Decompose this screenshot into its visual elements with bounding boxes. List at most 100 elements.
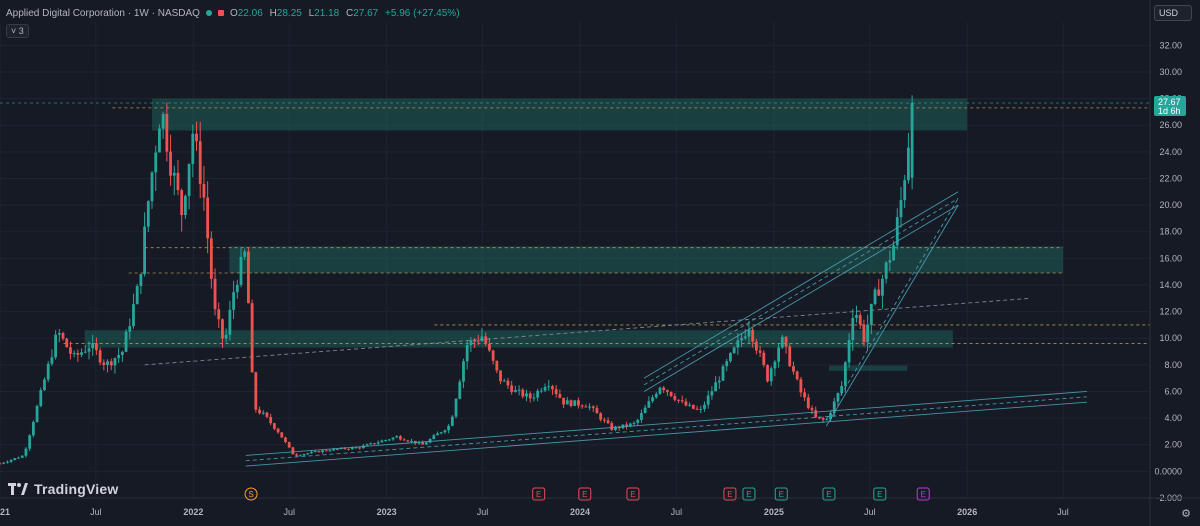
tradingview-logo-icon — [8, 483, 28, 495]
candle-body — [869, 304, 873, 325]
candle-body — [910, 102, 914, 178]
ohlc-values: O22.06 H28.25 L21.18 C27.67 +5.96 (+27.4… — [230, 8, 464, 19]
candle-body — [480, 336, 484, 341]
earnings-event-icon — [723, 487, 737, 501]
candle-body — [714, 382, 717, 392]
last-price-tag-bg — [1154, 95, 1186, 116]
candle-body — [751, 329, 755, 342]
settings-gear-icon[interactable]: ⚙ — [1181, 508, 1191, 520]
open-label: O — [229, 7, 238, 19]
candle-body — [20, 455, 24, 458]
candle-body — [176, 172, 180, 191]
candle-body — [547, 386, 551, 388]
zone-rect — [84, 330, 953, 348]
candle-body — [806, 397, 810, 409]
candle-body — [658, 387, 662, 394]
candle-body — [35, 405, 39, 422]
candle-body — [206, 197, 210, 239]
candle-body — [365, 444, 369, 446]
candle-body — [117, 355, 121, 359]
earnings-event-icon — [626, 487, 640, 501]
time-tick-label: 2023 — [377, 507, 397, 517]
candle-body — [124, 331, 128, 352]
candle-body — [840, 385, 844, 394]
candle-body — [287, 441, 291, 448]
candle-body — [895, 217, 899, 246]
price-tick-label: 24.00 — [1159, 147, 1182, 157]
candle-body — [795, 371, 799, 380]
candle-body — [621, 424, 625, 429]
candle-body — [651, 397, 654, 402]
candle-body — [862, 324, 866, 343]
candle-body — [169, 151, 172, 176]
candle-body — [343, 447, 347, 449]
candle-body — [436, 433, 439, 436]
symbol-header: Applied Digital Corporation · 1W · NASDA… — [6, 6, 464, 20]
candle-body — [595, 408, 599, 414]
time-tick-label: Jul — [864, 507, 876, 517]
candle-body — [61, 332, 65, 339]
price-tick-label: 30.00 — [1159, 67, 1182, 77]
candle-body — [321, 450, 324, 453]
candle-body — [502, 380, 506, 382]
candle-body — [695, 408, 699, 410]
candle-body — [721, 366, 725, 381]
price-axis[interactable]: 32.0030.0028.0026.0024.0022.0020.0018.00… — [1149, 0, 1200, 526]
high-value: 28.25 — [276, 7, 302, 19]
candle-body — [350, 447, 354, 450]
chevron-down-icon: ˅ — [11, 26, 17, 36]
candle-body — [291, 447, 295, 455]
candle-body — [554, 389, 558, 395]
candle-body — [254, 372, 258, 410]
candle-body — [102, 362, 106, 365]
time-axis[interactable]: 2021 Jul 2022 Jul 2023 Jul 2024 Jul 2025 Jul 2026 J… — [0, 497, 1200, 517]
candle-body — [892, 245, 895, 261]
candle-body — [476, 340, 480, 342]
candle-body — [573, 400, 577, 406]
candle-body — [376, 442, 380, 444]
candle-body — [87, 348, 91, 352]
event-label: E — [779, 490, 784, 499]
price-tick-label: 10.00 — [1159, 333, 1182, 343]
zone-rect — [229, 246, 1064, 273]
price-tick-label: 4.00 — [1164, 413, 1182, 423]
candle-body — [536, 390, 540, 398]
symbol-title[interactable]: Applied Digital Corporation · 1W · NASDA… — [6, 7, 200, 19]
time-tick-label: Jul — [1057, 507, 1069, 517]
candle-body — [328, 450, 332, 452]
high-label: H — [269, 7, 277, 19]
candle-body — [754, 341, 758, 351]
price-tick-label: 12.00 — [1159, 307, 1182, 317]
candle-body — [109, 361, 113, 366]
indicators-toggle-button[interactable]: ˅ 3 — [6, 24, 29, 38]
candle-body — [202, 183, 206, 198]
candle-body — [584, 406, 588, 408]
candle-body — [580, 405, 584, 407]
candle-body — [855, 315, 858, 318]
candle-body — [729, 352, 732, 362]
earnings-event-icon — [774, 487, 788, 501]
candle-body — [302, 454, 306, 456]
currency-button[interactable]: USD — [1154, 5, 1192, 21]
candle-body — [269, 416, 273, 424]
change-value: +5.96 (+27.45%) — [385, 7, 460, 19]
candle-body — [180, 190, 184, 216]
candle-body — [769, 368, 773, 382]
time-tick-label: 2025 — [764, 507, 784, 517]
candle-body — [465, 345, 469, 362]
trend-line — [144, 297, 1031, 366]
low-label: L — [308, 7, 315, 19]
trend-line — [245, 401, 1087, 467]
candle-body — [732, 347, 736, 353]
candle-body — [191, 133, 195, 165]
tradingview-logo-text: TradingView — [34, 481, 119, 497]
candle-body — [818, 417, 821, 419]
event-label: E — [582, 490, 587, 499]
candle-body — [239, 256, 243, 285]
last-price-tag: 27.67 1d 6h — [1154, 95, 1186, 116]
candle-body — [736, 340, 740, 348]
candle-body — [907, 147, 910, 181]
trend-line — [643, 204, 959, 392]
candle-body — [788, 346, 792, 367]
